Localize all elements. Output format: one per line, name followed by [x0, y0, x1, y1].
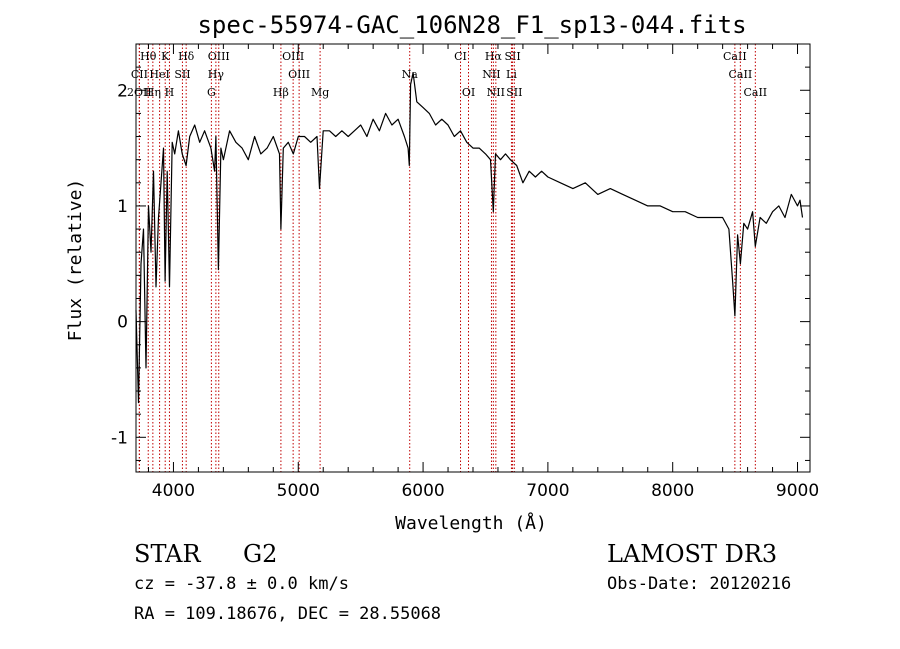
line-marker-label: Li [506, 68, 517, 81]
line-marker-label: H [165, 86, 175, 99]
x-tick-label: 8000 [651, 481, 694, 501]
line-marker-label: CaII [743, 86, 767, 99]
object-subclass: G2 [243, 540, 278, 568]
line-marker-label: Hη [145, 86, 161, 99]
chart-title: spec-55974-GAC_106N28_F1_sp13-044.fits [197, 11, 746, 39]
line-marker-label: OIII [208, 50, 230, 63]
line-marker-label: CI [454, 50, 467, 63]
spectrum-line [135, 72, 804, 404]
observation-date: Obs-Date: 20120216 [607, 574, 792, 594]
x-axis-label: Wavelength (Å) [395, 512, 547, 534]
line-marker-label: Hγ [208, 68, 225, 81]
line-marker-label: Mg [311, 86, 329, 99]
survey-name: LAMOST DR3 [607, 540, 778, 568]
line-marker-label: 2OII [127, 86, 152, 99]
line-marker-label: NII [482, 68, 500, 81]
line-marker-label: CII [131, 68, 148, 81]
line-marker-label: SII [506, 86, 522, 99]
line-marker-label: Hβ [273, 86, 289, 99]
y-tick-label: -1 [111, 428, 128, 448]
spectrum-series [135, 72, 804, 404]
y-tick-label: 2 [117, 81, 128, 101]
x-tick-label: 5000 [277, 481, 320, 501]
line-marker-label: HeI [149, 68, 169, 81]
plot-frame [135, 43, 811, 473]
y-tick-label: 1 [117, 197, 128, 217]
line-marker-label: Hδ [178, 50, 195, 63]
line-marker-label: NII [487, 86, 505, 99]
line-marker-label: G [207, 86, 216, 99]
line-marker-label: Na [402, 68, 419, 81]
x-tick-label: 9000 [776, 481, 819, 501]
line-marker-label: SII [174, 68, 190, 81]
line-marker-label: CaII [729, 68, 753, 81]
line-marker-label: CaII [723, 50, 747, 63]
y-axis-label: Flux (relative) [65, 179, 86, 342]
line-marker-label: Hθ [140, 50, 157, 63]
line-marker-label: Hα [485, 50, 503, 63]
line-marker-label: OIII [288, 68, 310, 81]
line-marker-label: OI [462, 86, 475, 99]
axis-ticks: 4000 5000 6000 7000 8000 9000 -1 0 1 2 [111, 43, 819, 501]
sky-coordinates: RA = 109.18676, DEC = 28.55068 [134, 604, 442, 624]
x-tick-label: 4000 [152, 481, 195, 501]
x-tick-label: 7000 [526, 481, 569, 501]
object-class: STAR [134, 540, 201, 568]
y-tick-label: 0 [117, 313, 128, 333]
x-tick-label: 6000 [401, 481, 444, 501]
redshift-velocity: cz = -37.8 ± 0.0 km/s [134, 574, 349, 594]
line-marker-label: OIII [282, 50, 304, 63]
line-marker-label: SII [504, 50, 520, 63]
line-marker-label: K [161, 50, 170, 63]
